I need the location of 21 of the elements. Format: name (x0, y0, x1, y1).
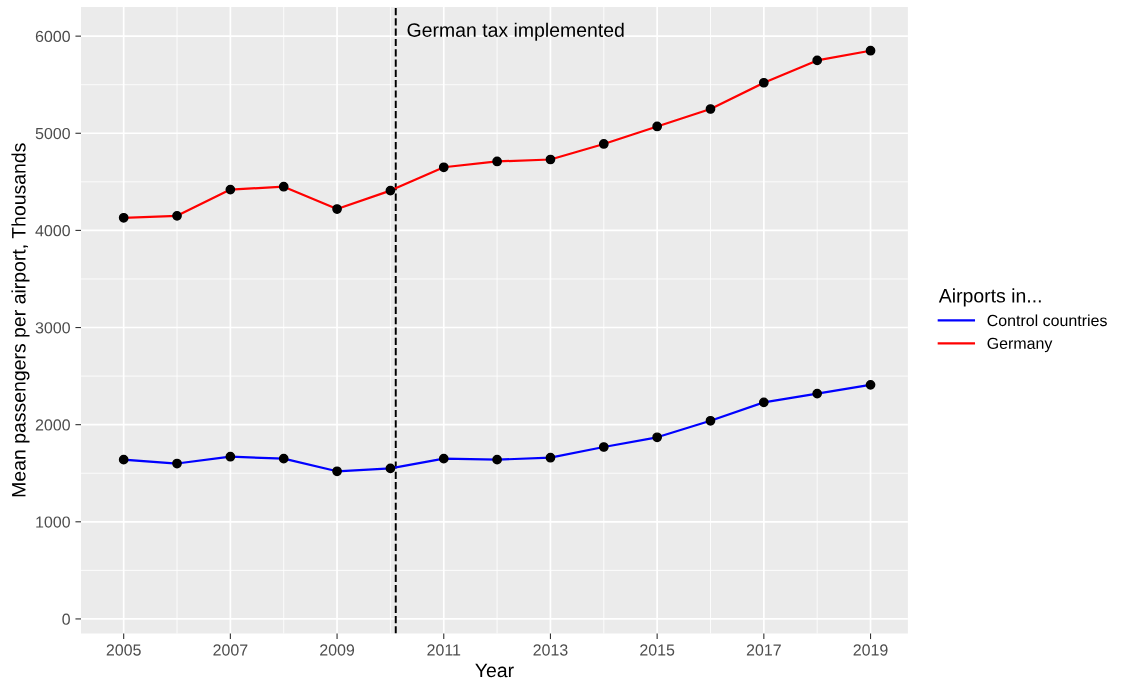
x-tick-label: 2009 (320, 644, 355, 656)
y-tick-label: 2000 (35, 419, 70, 431)
y-tick-label: 6000 (35, 30, 70, 43)
x-tick-label: 2007 (213, 644, 248, 656)
y-tick-label: 5000 (35, 127, 70, 140)
x-tick-label: 2017 (746, 644, 781, 656)
x-axis-title: Year (475, 663, 514, 678)
y-axis-title: Mean passengers per airport, Thousands (11, 143, 30, 497)
legend-label: Germany (987, 337, 1053, 353)
y-tick-label: 3000 (35, 322, 70, 334)
x-tick-label: 2013 (533, 644, 568, 656)
legend-label: Control countries (987, 314, 1107, 327)
x-tick-label: 2011 (427, 644, 461, 656)
x-tick-label: 2019 (853, 644, 888, 656)
y-tick-label: 4000 (35, 225, 70, 237)
x-tick-label: 2005 (106, 644, 141, 656)
legend-title: Airports in... (938, 288, 1041, 307)
y-tick-label: 1000 (36, 516, 70, 528)
ref-line-label: German tax implemented (407, 22, 624, 41)
y-tick-label: 0 (62, 613, 70, 625)
x-tick-label: 2015 (640, 644, 675, 656)
